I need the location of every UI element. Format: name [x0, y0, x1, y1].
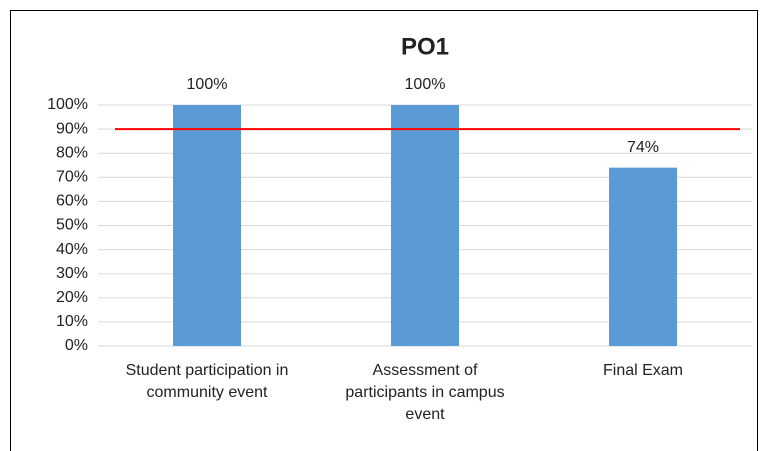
data-label: 74% — [627, 139, 659, 156]
y-tick-label: 10% — [56, 313, 88, 330]
chart-title: PO1 — [401, 33, 449, 60]
x-tick-label: Assessment of participants in campus eve… — [345, 362, 505, 423]
data-label: 100% — [187, 76, 228, 93]
y-tick-label: 80% — [56, 144, 88, 161]
y-tick-label: 90% — [56, 120, 88, 137]
bar — [391, 105, 459, 346]
y-tick-label: 40% — [56, 241, 88, 258]
y-tick-label: 60% — [56, 193, 88, 210]
y-tick-label: 0% — [65, 337, 88, 354]
y-tick-label: 50% — [56, 217, 88, 234]
x-tick-label: Final Exam — [602, 362, 684, 379]
bar — [173, 105, 241, 346]
data-label: 100% — [405, 76, 446, 93]
y-tick-label: 30% — [56, 265, 88, 282]
bar — [609, 167, 677, 346]
y-tick-label: 70% — [56, 169, 88, 186]
y-tick-label: 100% — [47, 96, 88, 113]
y-tick-label: 20% — [56, 289, 88, 306]
chart-border — [10, 10, 758, 451]
x-tick-label: Student participation in community event — [125, 362, 289, 401]
